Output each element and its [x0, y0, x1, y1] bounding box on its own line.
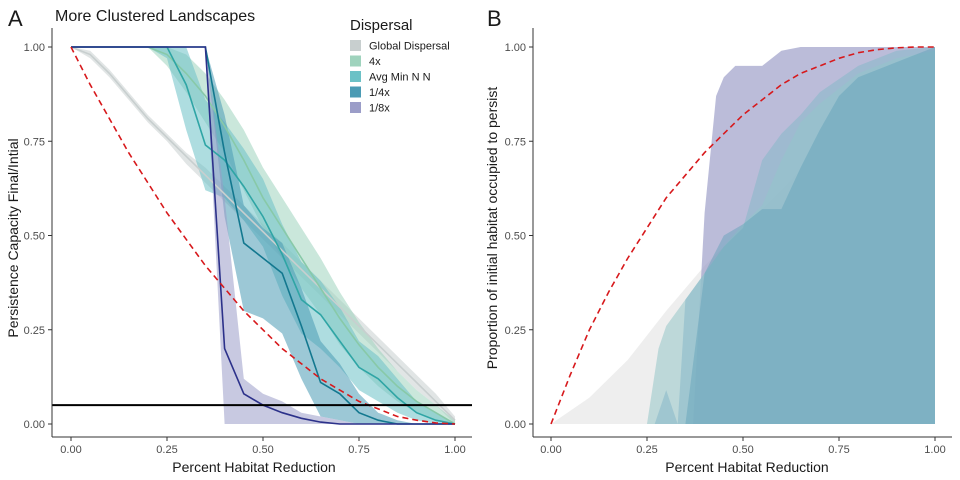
- panel-a-lines: [52, 46, 472, 425]
- legend-title: Dispersal: [350, 17, 413, 34]
- panel-a-ylabel: Persistence Capacity Final/Intial: [5, 138, 21, 337]
- b-y-tick-label: 0.75: [505, 136, 526, 148]
- legend-label-1-8x: 1/8x: [369, 103, 390, 115]
- legend-key-avg-min-n-n: [350, 71, 361, 82]
- b-y-tick-label: 0.50: [505, 231, 526, 243]
- panel-a-tag: A: [8, 6, 23, 31]
- b-y-tick-label: 0.25: [505, 325, 526, 337]
- panel-b-axes: 0.00 0.25 0.50 0.75 1.00 0.00 0.25 0.50 0.75 1.00: [505, 28, 952, 456]
- legend-key-1-4x: [350, 86, 361, 98]
- b-x-tick-label: 0.50: [732, 444, 753, 456]
- a-y-tick-label: 0.00: [24, 419, 45, 431]
- legend-label-1-4x: 1/4x: [369, 87, 390, 99]
- line-1-8x: [71, 46, 455, 425]
- line-global-dispersal: [70, 46, 456, 421]
- b-y-tick-label: 0.00: [505, 419, 526, 431]
- band-1-4x: [71, 47, 455, 424]
- panel-a-xlabel: Percent Habitat Reduction: [172, 459, 335, 475]
- area-4: [654, 47, 935, 424]
- a-y-tick-label: 0.25: [24, 325, 45, 337]
- legend-label-avg-min-n-n: Avg Min N N: [369, 72, 431, 84]
- legend-key-global-dispersal: [350, 40, 361, 51]
- b-x-tick-label: 1.00: [924, 444, 945, 456]
- a-x-tick-label: 0.25: [156, 444, 177, 456]
- reference-curve-a: [70, 46, 456, 425]
- b-y-tick-label: 1.00: [505, 42, 526, 54]
- panel-b-ylabel: Proportion of initial habitat occupied t…: [484, 87, 500, 370]
- panel-a-title: More Clustered Landscapes: [55, 8, 255, 25]
- panel-a-axes: 0.00 0.25 0.50 0.75 1.00 0.00 0.25 0.50 0.75 1.00: [24, 28, 472, 456]
- panel-b-tag: B: [487, 6, 502, 31]
- a-x-tick-label: 1.00: [444, 444, 465, 456]
- b-x-tick-label: 0.25: [636, 444, 657, 456]
- legend-label-4x: 4x: [369, 56, 381, 68]
- area-5: [685, 47, 935, 424]
- band-4x: [71, 47, 455, 424]
- panel-b: B 0.00 0.25 0.50 0.75 1.00 0.00 0.25 0.50 0.75 1.…: [484, 6, 952, 475]
- a-y-tick-label: 0.50: [24, 231, 45, 243]
- b-x-tick-label: 0.00: [540, 444, 561, 456]
- reference-curve-b: [550, 46, 935, 425]
- panel-a: A More Clustered Landscapes 0.00 0.25 0.50…: [5, 6, 472, 475]
- a-x-tick-label: 0.50: [252, 444, 273, 456]
- panel-a-legend: Dispersal Global Dispersal 4x Avg Min N N 1…: [350, 17, 450, 115]
- a-y-tick-label: 1.00: [24, 42, 45, 54]
- panel-a-bands: [71, 47, 455, 424]
- legend-key-4x: [350, 55, 361, 67]
- legend-key-1-8x: [350, 102, 361, 113]
- a-x-tick-label: 0.75: [348, 444, 369, 456]
- panel-b-lines: [550, 46, 935, 425]
- a-y-tick-label: 0.75: [24, 136, 45, 148]
- a-x-tick-label: 0.00: [60, 444, 81, 456]
- panel-b-bands: [551, 47, 935, 425]
- legend-label-global-dispersal: Global Dispersal: [369, 41, 450, 53]
- panel-b-xlabel: Percent Habitat Reduction: [665, 459, 828, 475]
- b-x-tick-label: 0.75: [828, 444, 849, 456]
